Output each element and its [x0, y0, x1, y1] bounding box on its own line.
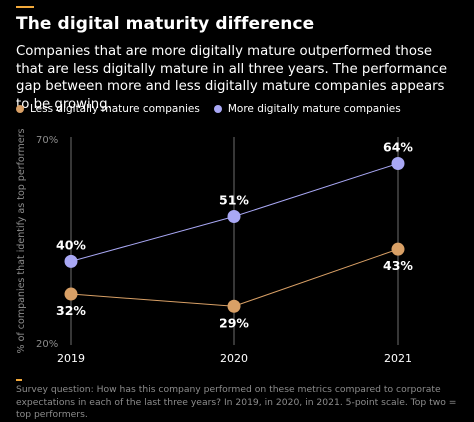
data-label-s1-2020: 51% — [219, 193, 249, 208]
y-axis-label: % of companies that identify as top perf… — [16, 129, 27, 354]
line-chart: % of companies that identify as top perf… — [16, 129, 413, 365]
data-point-s1-2020 — [227, 210, 241, 224]
x-tick-label-2020: 2020 — [220, 352, 248, 365]
data-label-s0-2020: 29% — [219, 315, 249, 330]
x-tick-label-2021: 2021 — [384, 352, 412, 365]
chart-subtitle: Companies that are more digitally mature… — [16, 44, 448, 112]
data-label-s0-2019: 32% — [56, 303, 86, 318]
data-label-s1-2019: 40% — [56, 237, 86, 252]
legend-label-more-mature: More digitally mature companies — [227, 103, 401, 115]
data-point-s1-2021 — [391, 156, 405, 170]
data-point-s0-2020 — [227, 299, 241, 313]
legend-item-less-mature: Less digitally mature companies — [16, 103, 200, 115]
y-tick-label-top: 70% — [36, 135, 58, 146]
legend-marker-more-mature — [213, 105, 222, 113]
data-point-s1-2019 — [64, 254, 78, 268]
x-tick-label-2019: 2019 — [57, 352, 85, 365]
title-accent-bar — [16, 6, 34, 8]
y-tick-label-bottom: 20% — [36, 339, 58, 350]
data-label-s0-2021: 43% — [383, 258, 413, 273]
chart-title: The digital maturity difference — [16, 14, 315, 34]
legend-item-more-mature: More digitally mature companies — [213, 103, 401, 115]
footnote-accent-bar — [16, 379, 22, 381]
data-point-s0-2021 — [391, 242, 405, 256]
legend-label-less-mature: Less digitally mature companies — [30, 103, 200, 115]
footnote: Survey question: How has this company pe… — [16, 384, 457, 420]
legend: Less digitally mature companies More dig… — [16, 103, 415, 115]
legend-marker-less-mature — [16, 105, 24, 113]
data-point-s0-2019 — [64, 287, 78, 301]
data-label-s1-2021: 64% — [383, 139, 413, 154]
